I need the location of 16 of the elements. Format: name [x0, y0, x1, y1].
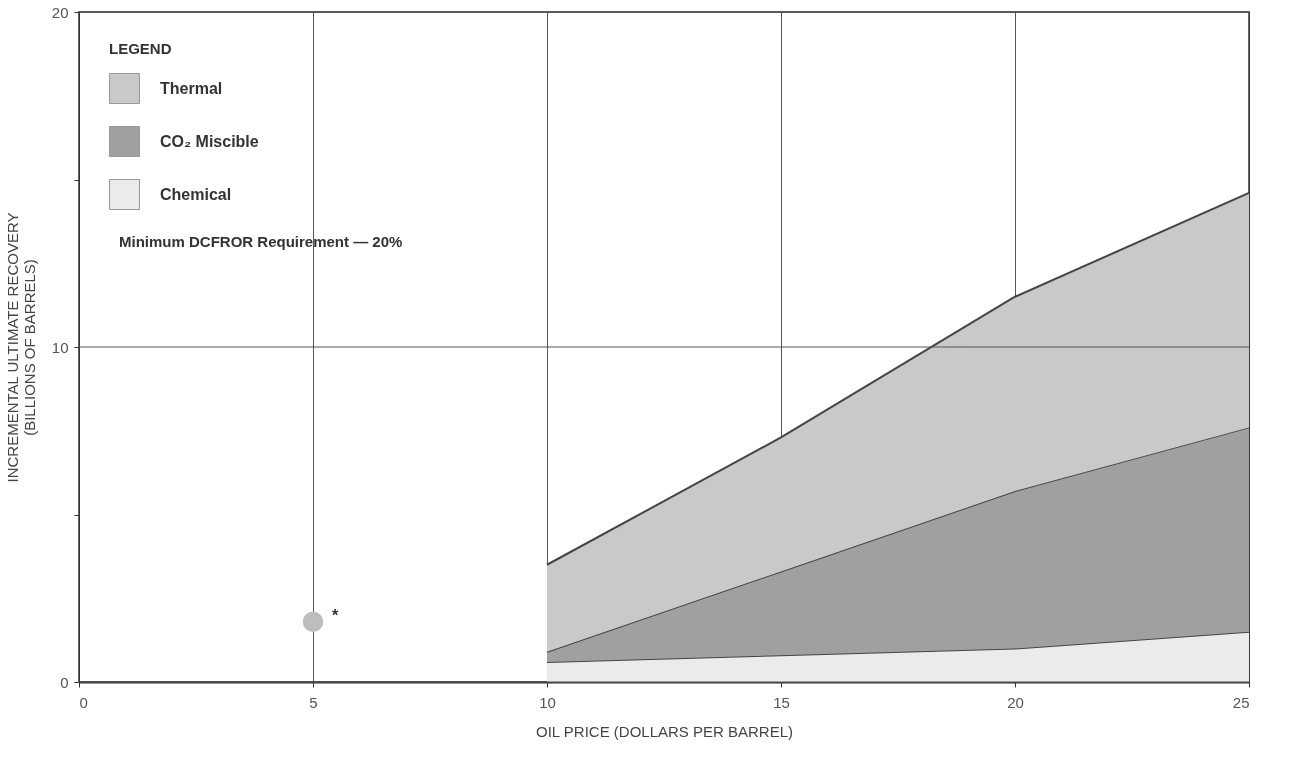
x-axis-title: OIL PRICE (DOLLARS PER BARREL) [535, 722, 794, 740]
y-tick-label: 20 [51, 3, 69, 21]
x-tick-label: 10 [539, 693, 556, 711]
y-tick-label: 0 [60, 673, 69, 691]
x-tick-label: 15 [773, 693, 790, 711]
x-tick-label: 25 [1232, 693, 1250, 711]
legend-label: Thermal [160, 79, 223, 97]
legend-label: Chemical [160, 185, 232, 203]
x-tick-label: 20 [1007, 693, 1024, 711]
y-axis-title: INCREMENTAL ULTIMATE RECOVERY (BILLIONS OF BARRELS) [3, 212, 38, 483]
x-tick-label: 0 [79, 693, 88, 711]
annotation: * [331, 606, 339, 624]
y-tick-label: 10 [51, 338, 69, 356]
legend-label: CO₂ Miscible [160, 132, 259, 150]
legend-title: LEGEND [109, 40, 172, 57]
x-tick-label: 5 [309, 693, 318, 711]
